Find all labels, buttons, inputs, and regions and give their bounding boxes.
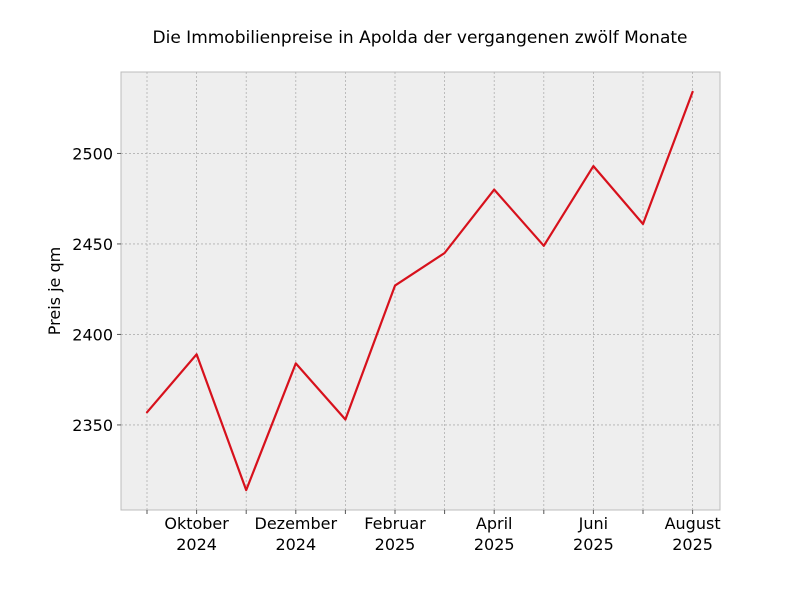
series-line xyxy=(145,90,694,492)
y-tick-label: 2500 xyxy=(72,144,113,163)
chart-title: Die Immobilienpreise in Apolda der verga… xyxy=(153,28,688,48)
x-tick-label-month: August xyxy=(665,514,721,533)
y-axis-label: Preis je qm xyxy=(45,247,64,335)
x-tick-label-year: 2025 xyxy=(573,535,614,554)
x-tick-label-month: Juni xyxy=(578,514,608,533)
x-tick-label-year: 2024 xyxy=(275,535,316,554)
plot-area xyxy=(120,71,721,511)
x-tick-label-month: Dezember xyxy=(255,514,338,533)
x-tick-label-year: 2025 xyxy=(474,535,515,554)
y-tick-label: 2350 xyxy=(72,416,113,435)
ticks-layer: 2350 2400 2450 2500 Oktober 2024 Dezember 2024 F… xyxy=(72,144,720,554)
x-tick-label-year: 2025 xyxy=(672,535,713,554)
x-tick-label-month: April xyxy=(476,514,513,533)
x-tick-label-year: 2024 xyxy=(176,535,217,554)
x-tick-label-year: 2025 xyxy=(375,535,416,554)
x-tick-label-month: Februar xyxy=(364,514,426,533)
series-layer xyxy=(145,90,694,492)
y-tick-label: 2450 xyxy=(72,235,113,254)
y-tick-label: 2400 xyxy=(72,325,113,344)
x-tick-label-month: Oktober xyxy=(164,514,229,533)
grid-layer xyxy=(121,72,720,510)
